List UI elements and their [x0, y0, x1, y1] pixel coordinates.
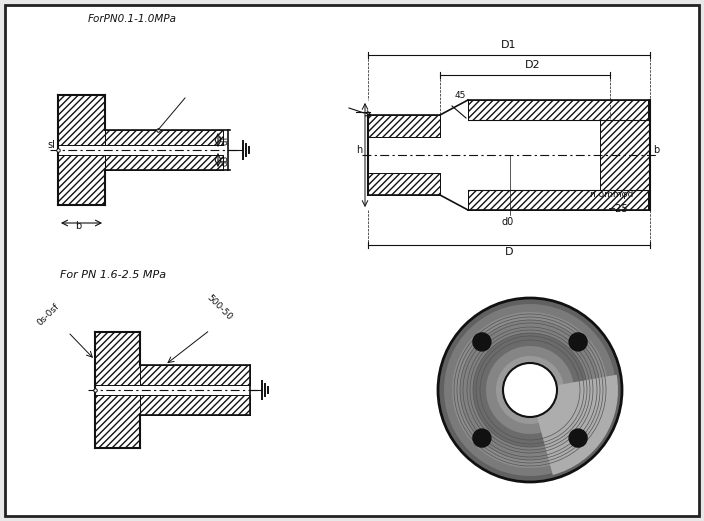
Bar — [140, 365, 250, 385]
Bar — [468, 190, 648, 210]
Text: ForPN0.1-1.0MPa: ForPN0.1-1.0MPa — [88, 14, 177, 24]
Bar — [58, 155, 105, 205]
Bar — [58, 95, 105, 145]
Circle shape — [486, 346, 574, 434]
Bar — [600, 120, 650, 190]
Circle shape — [569, 333, 587, 351]
Text: sl: sl — [47, 140, 55, 150]
Text: b: b — [75, 221, 81, 231]
Bar — [95, 332, 140, 385]
Bar — [468, 100, 648, 120]
Bar — [105, 155, 223, 170]
Bar — [140, 395, 250, 415]
Bar — [468, 100, 648, 120]
Text: b: b — [653, 145, 659, 155]
Circle shape — [438, 298, 622, 482]
Text: For PN 1.6-2.5 MPa: For PN 1.6-2.5 MPa — [60, 270, 166, 280]
FancyBboxPatch shape — [5, 5, 699, 516]
Bar — [600, 120, 650, 190]
Text: h: h — [356, 145, 363, 155]
Text: 500-50: 500-50 — [205, 293, 234, 322]
Circle shape — [460, 320, 600, 460]
Circle shape — [503, 363, 557, 417]
Bar — [368, 115, 440, 137]
Text: 0s-0sf: 0s-0sf — [35, 301, 61, 327]
Text: D2: D2 — [525, 60, 541, 70]
Wedge shape — [530, 375, 618, 475]
Circle shape — [452, 312, 608, 468]
Text: n ommφd: n ommφd — [590, 190, 634, 199]
Bar — [368, 173, 440, 195]
Circle shape — [473, 333, 491, 351]
Bar — [95, 395, 140, 448]
Bar — [368, 115, 440, 137]
Bar — [140, 365, 250, 385]
Bar — [140, 395, 250, 415]
Text: dT: dT — [220, 135, 229, 145]
Bar — [105, 155, 223, 170]
Text: −25: −25 — [608, 204, 629, 214]
Text: dB: dB — [220, 154, 229, 166]
Text: D1: D1 — [501, 40, 517, 50]
Text: d0: d0 — [502, 217, 514, 227]
Bar — [58, 155, 105, 205]
Circle shape — [496, 356, 564, 424]
Bar — [95, 332, 140, 385]
Circle shape — [473, 333, 587, 447]
Circle shape — [503, 363, 557, 417]
Text: D: D — [505, 247, 513, 257]
Bar — [58, 95, 105, 145]
Text: 45: 45 — [455, 91, 466, 100]
Bar — [368, 173, 440, 195]
Circle shape — [444, 304, 616, 476]
Bar — [468, 190, 648, 210]
Bar — [95, 395, 140, 448]
Circle shape — [473, 429, 491, 447]
Bar — [105, 130, 223, 145]
Circle shape — [569, 429, 587, 447]
Bar — [105, 130, 223, 145]
